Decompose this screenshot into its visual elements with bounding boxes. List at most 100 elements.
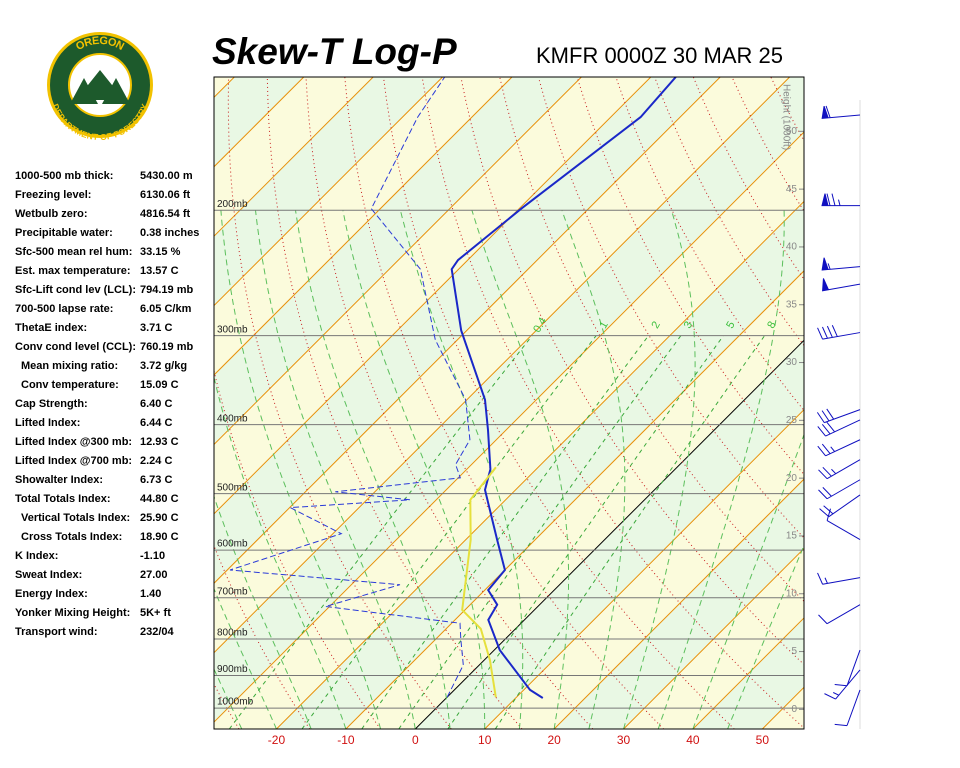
index-label: Mean mixing ratio: <box>21 360 118 372</box>
mixing-ratio-line <box>361 335 649 729</box>
index-label: Precipitable water: <box>15 227 113 239</box>
y-tick-label: 500mb <box>217 482 248 493</box>
index-value: 27.00 <box>140 569 168 581</box>
chart-title: Skew-T Log-P <box>212 31 457 72</box>
index-label: 1000-500 mb thick: <box>15 170 113 182</box>
wind-barb <box>818 459 861 480</box>
index-label: Conv cond level (CCL): <box>15 341 136 353</box>
index-label: 700-500 lapse rate: <box>15 303 113 315</box>
moist-adiabat <box>220 210 382 729</box>
dry-adiabat <box>382 77 735 729</box>
isotherm <box>214 77 443 307</box>
y-tick-label: 600mb <box>217 539 248 550</box>
y-tick-label: 1000mb <box>217 697 254 708</box>
mixing-ratio-label: 8 <box>765 319 778 330</box>
index-value: 1.40 <box>140 588 161 600</box>
grid-line <box>345 270 804 729</box>
moist-adiabat <box>692 433 804 729</box>
mixing-ratio-line <box>398 335 682 729</box>
wind-barb <box>826 508 861 541</box>
dry-adiabat <box>873 52 960 729</box>
wind-barb <box>822 278 861 292</box>
wind-barb <box>817 325 861 340</box>
index-value: 6.44 C <box>140 417 172 429</box>
index-label: Lifted Index @300 mb: <box>15 436 132 448</box>
isotherm <box>214 131 804 723</box>
isotherm <box>214 77 791 654</box>
temperature-band <box>832 77 960 729</box>
chart-subtitle: KMFR 0000Z 30 MAR 25 <box>536 43 783 68</box>
index-value: 3.72 g/kg <box>140 360 187 372</box>
y2-tick-label: 25 <box>786 415 798 426</box>
y2-tick-label: 30 <box>786 357 798 368</box>
index-value: 6.73 C <box>140 474 172 486</box>
index-label: K Index: <box>15 550 58 562</box>
y-tick-label: 200mb <box>217 199 248 210</box>
wind-barb <box>824 669 861 700</box>
x-tick-label: 0 <box>412 733 419 747</box>
index-value: 6130.06 ft <box>140 189 190 201</box>
isotherm <box>214 77 374 237</box>
index-label: Yonker Mixing Height: <box>15 607 130 619</box>
y-tick-label: 700mb <box>217 586 248 597</box>
logo: OREGON DEPARTMENT OF FORESTRY <box>47 32 153 142</box>
moist-adiabat <box>657 210 785 729</box>
index-label: Freezing level: <box>15 189 91 201</box>
moist-adiabat <box>561 210 626 729</box>
wind-barb <box>821 193 860 207</box>
dry-adiabat <box>576 77 804 476</box>
dry-adiabat <box>911 52 960 729</box>
index-label: Cap Strength: <box>15 398 88 410</box>
mixing-ratio-line <box>228 335 533 729</box>
index-label: Lifted Index: <box>15 417 80 429</box>
y-tick-label: 800mb <box>217 628 248 639</box>
isotherm <box>832 77 960 729</box>
index-label: Sfc-500 mean rel hum: <box>15 246 132 258</box>
mixing-ratio-label: 2 <box>650 319 663 330</box>
wind-barb <box>817 419 861 437</box>
index-label: Conv temperature: <box>21 379 119 391</box>
index-value: 25.90 C <box>140 512 179 524</box>
grid-line <box>484 408 804 729</box>
x-tick-label: -10 <box>337 733 355 747</box>
moist-adiabat <box>471 210 570 729</box>
index-value: 760.19 mb <box>140 341 193 353</box>
y2-tick-label: 35 <box>786 299 798 310</box>
index-value: 6.05 C/km <box>140 303 192 315</box>
isotherm <box>214 77 721 584</box>
moist-adiabat <box>399 210 524 729</box>
grid-line <box>623 547 804 729</box>
x-tick-label: 40 <box>686 733 700 747</box>
index-value: 3.71 C <box>140 322 172 334</box>
y2-tick-label: 5 <box>791 646 797 657</box>
y2-tick-label: 20 <box>786 473 798 484</box>
index-value: 232/04 <box>140 626 175 638</box>
index-value: 18.90 C <box>140 531 179 543</box>
grid-line <box>553 478 804 729</box>
isotherm <box>214 77 513 376</box>
index-value: 6.40 C <box>140 398 172 410</box>
index-label: Sweat Index: <box>15 569 82 581</box>
wind-barb <box>817 439 861 457</box>
grid-line <box>692 617 804 729</box>
dry-adiabat <box>835 52 960 729</box>
wind-barb <box>821 105 861 119</box>
y-tick-label: 900mb <box>217 664 248 675</box>
y2-tick-label: 15 <box>786 531 798 542</box>
index-label: Transport wind: <box>15 626 98 638</box>
moist-adiabat <box>727 544 804 729</box>
mixing-ratio-line <box>301 335 597 729</box>
index-value: 5430.00 m <box>140 170 193 182</box>
dry-adiabat <box>537 77 804 539</box>
logo-trees <box>70 70 130 104</box>
index-value: -1.10 <box>140 550 165 562</box>
grid-line <box>414 339 804 729</box>
wind-barb <box>821 257 861 271</box>
wind-barbs <box>816 100 861 729</box>
x-tick-label: 30 <box>617 733 631 747</box>
y2-tick-label: 10 <box>786 588 798 599</box>
profile-line <box>461 466 497 698</box>
y2-tick-label: 0 <box>791 704 797 715</box>
index-label: Showalter Index: <box>15 474 103 486</box>
